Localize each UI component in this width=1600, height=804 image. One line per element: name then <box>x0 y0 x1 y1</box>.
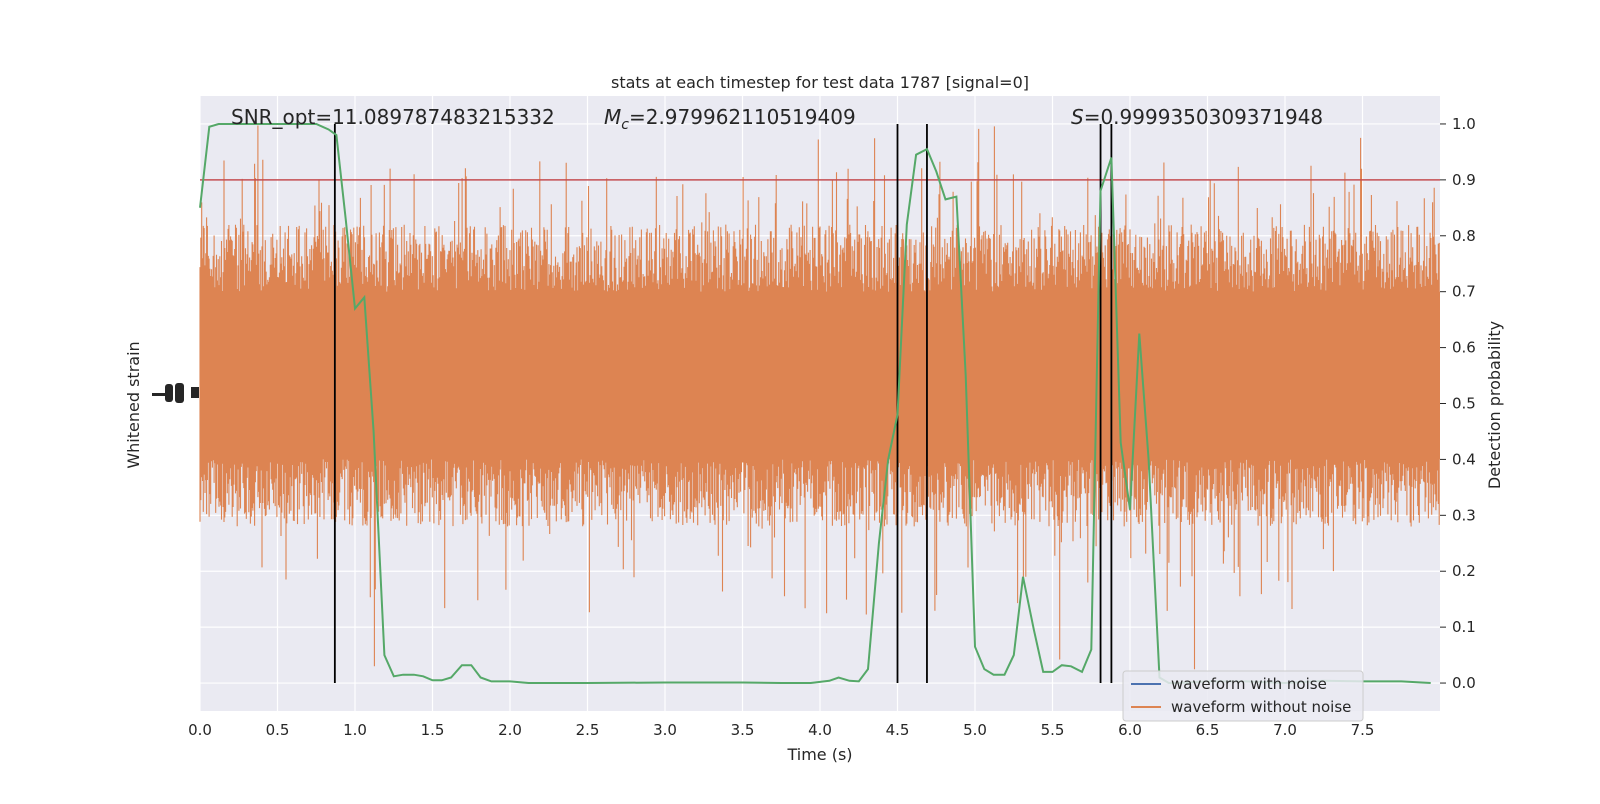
detection-probability-line <box>199 123 1431 685</box>
y-axis-label-left: Whitened strain <box>124 341 143 468</box>
spin-value: =0.9999350309371948 <box>1084 105 1323 129</box>
x-axis-label: Time (s) <box>786 745 852 764</box>
y-tick-label: 0.2 <box>1452 562 1476 580</box>
y-tick-label: 0.1 <box>1452 618 1476 636</box>
snr-annotation: SNR_opt=11.089787483215332 <box>231 105 555 129</box>
y-axis-label-right: Detection probability <box>1485 321 1504 489</box>
spin-annotation: S=0.9999350309371948 <box>1071 105 1323 129</box>
legend: waveform with noise waveform without noi… <box>1122 670 1364 722</box>
x-tick-label: 5.5 <box>1041 721 1065 739</box>
y-tick-label: 0.8 <box>1452 227 1476 245</box>
chirp-mass-subscript: c <box>621 117 629 133</box>
y-tick-label: 0.5 <box>1452 395 1476 413</box>
y-tick-label: 0.0 <box>1452 674 1476 692</box>
y-tick-label: 0.7 <box>1452 283 1476 301</box>
noise-band-core <box>200 291 1440 460</box>
x-tick-label: 2.5 <box>576 721 600 739</box>
y-tick-label: 0.9 <box>1452 171 1476 189</box>
y-tick-label: 0.4 <box>1452 450 1476 468</box>
x-tick-label: 6.5 <box>1196 721 1220 739</box>
x-tick-label: 3.0 <box>653 721 677 739</box>
y-tick-label: 1.0 <box>1452 115 1476 133</box>
y-tick-label: 0.6 <box>1452 339 1476 357</box>
legend-label-with-noise: waveform with noise <box>1171 675 1327 693</box>
chirp-mass-value: =2.979962110519409 <box>629 105 856 129</box>
x-tick-label: 1.0 <box>343 721 367 739</box>
x-ticks: 0.0 0.5 1.0 1.5 2.0 2.5 3.0 3.5 4.0 4.5 5.0 5.5 6.0 6… <box>188 721 1374 739</box>
chirp-mass-symbol: M <box>604 105 621 129</box>
x-tick-label: 7.0 <box>1273 721 1297 739</box>
x-tick-label: 0.0 <box>188 721 212 739</box>
y-tick-label: 0.3 <box>1452 506 1476 524</box>
spin-symbol: S <box>1071 105 1084 129</box>
chirp-mass-annotation: Mc=2.979962110519409 <box>604 105 856 133</box>
x-tick-label: 4.5 <box>886 721 910 739</box>
legend-box <box>1122 670 1364 722</box>
x-tick-label: 3.5 <box>731 721 755 739</box>
y-ticks-right: 0.0 0.1 0.2 0.3 0.4 0.5 0.6 0.7 0.8 0.9 1.0 <box>1440 115 1476 692</box>
waveform-without-noise-series <box>199 125 1440 670</box>
x-tick-label: 1.5 <box>421 721 445 739</box>
legend-label-without-noise: waveform without noise <box>1171 698 1351 716</box>
left-axis-collapsed-ticks <box>152 383 199 403</box>
x-tick-label: 7.5 <box>1351 721 1375 739</box>
x-tick-label: 2.0 <box>498 721 522 739</box>
x-tick-label: 6.0 <box>1118 721 1142 739</box>
chart-title: stats at each timestep for test data 178… <box>611 73 1029 92</box>
x-tick-label: 0.5 <box>266 721 290 739</box>
x-tick-label: 5.0 <box>963 721 987 739</box>
x-tick-label: 4.0 <box>808 721 832 739</box>
